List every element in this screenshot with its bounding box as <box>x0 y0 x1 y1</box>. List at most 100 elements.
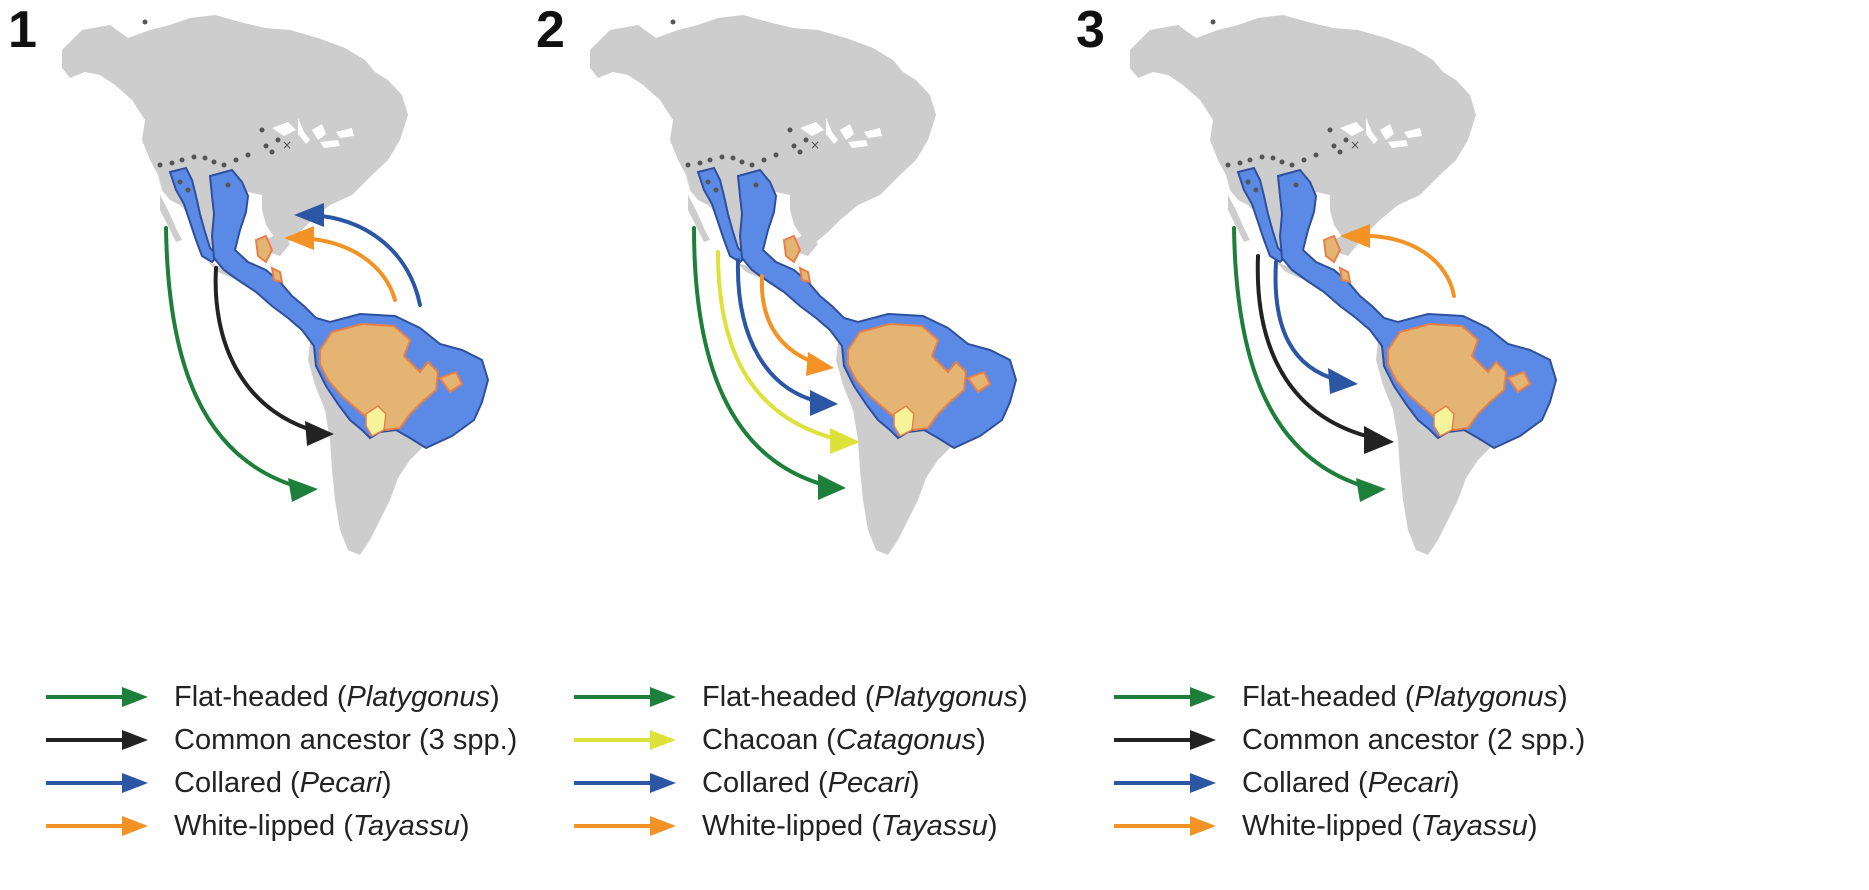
legend-label: White-lipped (Tayassu) <box>1242 809 1538 842</box>
white-lipped-range-atlantic <box>1506 370 1532 394</box>
white-lipped-range <box>319 322 440 432</box>
blue-arrowhead <box>294 203 324 227</box>
fossil-site <box>233 157 239 163</box>
fossil-site <box>225 182 231 188</box>
fossil-site-x-mark: × <box>810 138 820 152</box>
black-arrowhead <box>305 421 334 446</box>
north-america-landmass <box>1130 15 1476 262</box>
dispersal-arrows <box>164 203 422 502</box>
chacoan-range <box>1433 405 1455 437</box>
legend-label: Common ancestor (2 spp.) <box>1242 723 1586 756</box>
fossil-site <box>803 137 809 143</box>
baja-peninsula-landmass <box>688 195 710 242</box>
great-lakes <box>800 118 882 148</box>
legend-label: White-lipped (Tayassu) <box>174 809 470 842</box>
white-lipped-range-central-america-2 <box>270 266 284 284</box>
black-dispersal-arrow <box>1255 254 1376 440</box>
fossil-site <box>1210 19 1216 25</box>
fossil-site <box>269 149 275 155</box>
fossil-sites: × <box>1210 19 1360 193</box>
fossil-site <box>142 19 148 25</box>
fossil-site <box>685 162 691 168</box>
americas-map: × <box>62 15 490 555</box>
orange-arrowhead <box>1340 224 1370 248</box>
fossil-site <box>773 152 779 158</box>
chacoan-range <box>893 405 915 437</box>
legend-item-white-lipped: White-lipped (Tayassu) <box>1114 808 1538 844</box>
legend-item-chacoan: Chacoan (Catagonus) <box>574 722 986 758</box>
legend-label: Collared (Pecari) <box>1242 766 1460 799</box>
orange-dispersal-arrow <box>298 236 397 302</box>
fossil-site <box>753 182 759 188</box>
panel-2: 2 <box>528 0 1148 890</box>
fossil-site <box>1237 160 1243 166</box>
fossil-site <box>697 160 703 166</box>
fossil-site <box>211 159 217 165</box>
white-lipped-range-central-america <box>782 234 802 264</box>
range-layers <box>1236 166 1558 450</box>
white-lipped-range-central-america <box>254 234 274 264</box>
panel-1: 1 <box>0 0 620 890</box>
green-arrowhead <box>1356 478 1386 502</box>
fossil-site <box>749 162 755 168</box>
orange-dispersal-arrow <box>1356 233 1456 298</box>
fossil-site <box>1301 157 1307 163</box>
legend-label: Flat-headed (Platygonus) <box>174 680 500 713</box>
fossil-site <box>1313 152 1319 158</box>
fossil-site <box>1245 179 1251 185</box>
fossil-site <box>1259 154 1265 160</box>
orange-legend-arrow <box>46 816 148 836</box>
black-arrowhead <box>1364 426 1394 454</box>
fossil-site <box>259 127 265 133</box>
fossil-site <box>1331 143 1337 149</box>
legend-item-collared: Collared (Pecari) <box>1114 765 1460 801</box>
fossil-site <box>169 160 175 166</box>
collared-range-east <box>208 168 490 450</box>
white-lipped-range-central-america-2 <box>798 266 812 284</box>
fossil-sites: × <box>670 19 820 193</box>
orange-dispersal-arrow <box>759 274 820 366</box>
legend-label: Common ancestor (3 spp.) <box>174 723 518 756</box>
panel-3: 3 <box>1068 0 1688 890</box>
fossil-site <box>713 187 719 193</box>
fossil-site <box>707 157 713 163</box>
legend-item-white-lipped: White-lipped (Tayassu) <box>46 808 470 844</box>
dispersal-arrows <box>692 226 860 500</box>
legend-label: Collared (Pecari) <box>174 766 392 799</box>
orange-legend-arrow <box>574 816 676 836</box>
legend-item-flat-headed: Flat-headed (Platygonus) <box>1114 679 1568 715</box>
blue-arrowhead <box>810 390 838 416</box>
fossil-site <box>185 187 191 193</box>
green-legend-arrow <box>574 687 676 707</box>
fossil-site <box>761 157 767 163</box>
white-lipped-range-central-america-2 <box>1338 266 1352 284</box>
fossil-site <box>791 143 797 149</box>
legend-label: Chacoan (Catagonus) <box>702 723 986 756</box>
fossil-site-x-mark: × <box>1350 138 1360 152</box>
fossil-site <box>275 137 281 143</box>
fossil-site <box>787 127 793 133</box>
yellow-dispersal-arrow <box>716 250 842 442</box>
legend-item-common-ancestor: Common ancestor (2 spp.) <box>1114 722 1585 758</box>
black-legend-arrow <box>1114 730 1216 750</box>
green-legend-arrow <box>1114 687 1216 707</box>
panel-number: 1 <box>8 1 37 59</box>
fossil-site <box>670 19 676 25</box>
legend-label: Collared (Pecari) <box>702 766 920 799</box>
black-dispersal-arrow <box>213 266 320 434</box>
blue-legend-arrow <box>46 773 148 793</box>
orange-arrowhead <box>806 352 834 376</box>
yellow-arrowhead <box>830 428 860 454</box>
fossil-site <box>1293 182 1299 188</box>
orange-legend-arrow <box>1114 816 1216 836</box>
north-america-landmass <box>590 15 936 262</box>
fossil-site <box>177 179 183 185</box>
fossil-site <box>705 179 711 185</box>
fossil-site <box>191 154 197 160</box>
legend-item-white-lipped: White-lipped (Tayassu) <box>574 808 998 844</box>
white-lipped-range-atlantic <box>438 370 464 394</box>
blue-legend-arrow <box>1114 773 1216 793</box>
legend-label: White-lipped (Tayassu) <box>702 809 998 842</box>
white-lipped-range <box>1387 322 1508 432</box>
white-lipped-range <box>847 322 968 432</box>
